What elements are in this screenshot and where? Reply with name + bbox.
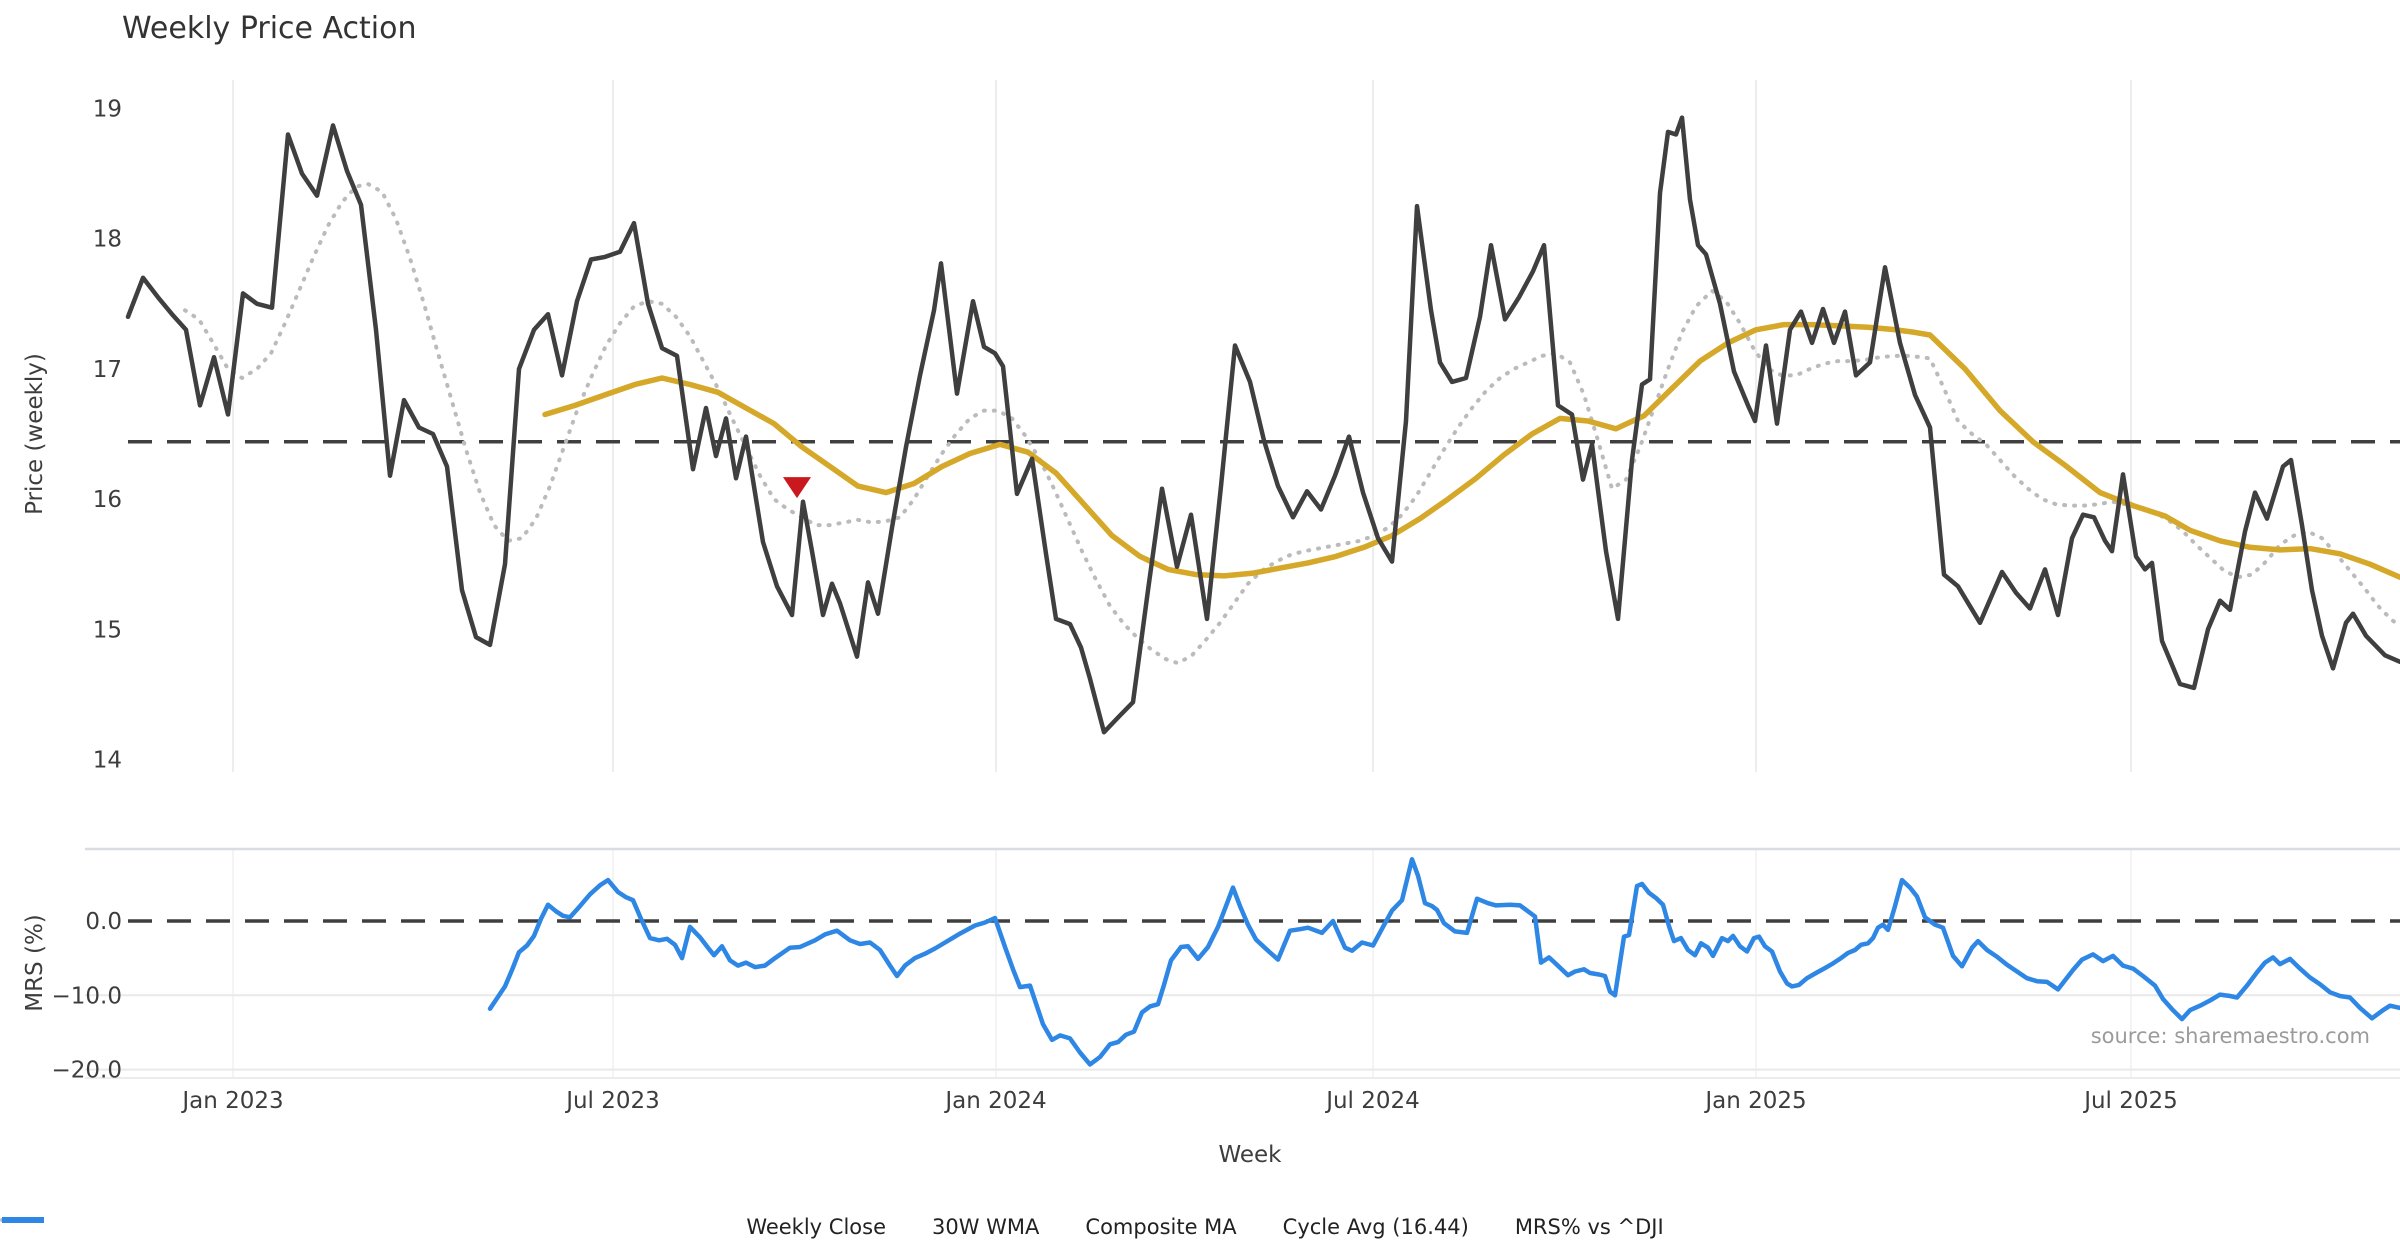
price-y-axis-label: Price (weekly) — [22, 353, 48, 515]
price-y-tick: 14 — [93, 748, 122, 774]
composite-ma-line — [183, 182, 2400, 666]
legend-label: Cycle Avg (16.44) — [1282, 1215, 1469, 1239]
gridlines — [85, 80, 2400, 1078]
x-tick: Jan 2024 — [943, 1088, 1046, 1114]
wma-30w-line — [542, 321, 2400, 580]
legend-item: Composite MA — [0, 1215, 1237, 1239]
legend-item: MRS% vs ^DJI — [2, 1215, 1664, 1239]
chart-title: Weekly Price Action — [122, 11, 417, 46]
x-tick: Jul 2025 — [2082, 1088, 2178, 1114]
sell-signal-triangle-marker — [783, 477, 811, 499]
legend-item: Weekly Close — [2, 1215, 886, 1239]
price-y-tick: 19 — [93, 97, 122, 123]
legend-label: Composite MA — [1085, 1215, 1237, 1239]
chart-legend: Weekly Close 30W WMA Composite MA Cycle Avg… — [0, 1215, 2400, 1239]
x-tick-labels: Jan 2023 Jul 2023 Jan 2024 Jul 2024 Jan 2025… — [180, 1088, 2177, 1114]
x-tick: Jul 2024 — [1324, 1088, 1420, 1114]
x-tick: Jul 2023 — [564, 1088, 660, 1114]
price-y-tick: 18 — [93, 227, 122, 253]
price-y-tick: 16 — [93, 487, 122, 513]
price-y-tick-labels: 19 18 17 16 15 14 — [93, 97, 122, 774]
x-tick: Jan 2023 — [180, 1088, 283, 1114]
legend-label: Weekly Close — [746, 1215, 886, 1239]
mrs-y-tick-labels: 0.0 −10.0 −20.0 — [52, 909, 122, 1084]
legend-label: 30W WMA — [932, 1215, 1040, 1239]
mrs-y-tick: −10.0 — [52, 983, 122, 1009]
mrs-y-tick: −20.0 — [52, 1058, 122, 1084]
x-tick: Jan 2025 — [1703, 1088, 1806, 1114]
mrs-y-tick: 0.0 — [85, 909, 122, 935]
weekly-close-line — [125, 115, 2400, 735]
mrs-line — [487, 857, 2400, 1067]
price-y-tick: 15 — [93, 617, 122, 643]
mrs-y-axis-label: MRS (%) — [22, 914, 48, 1012]
legend-label: MRS% vs ^DJI — [1514, 1215, 1664, 1239]
legend-item: Cycle Avg (16.44) — [2, 1215, 1469, 1239]
price-y-tick: 17 — [93, 357, 122, 383]
legend-item: 30W WMA — [2, 1215, 1040, 1239]
source-note: source: sharemaestro.com — [2091, 1024, 2370, 1048]
x-axis-label: Week — [1218, 1142, 1282, 1168]
